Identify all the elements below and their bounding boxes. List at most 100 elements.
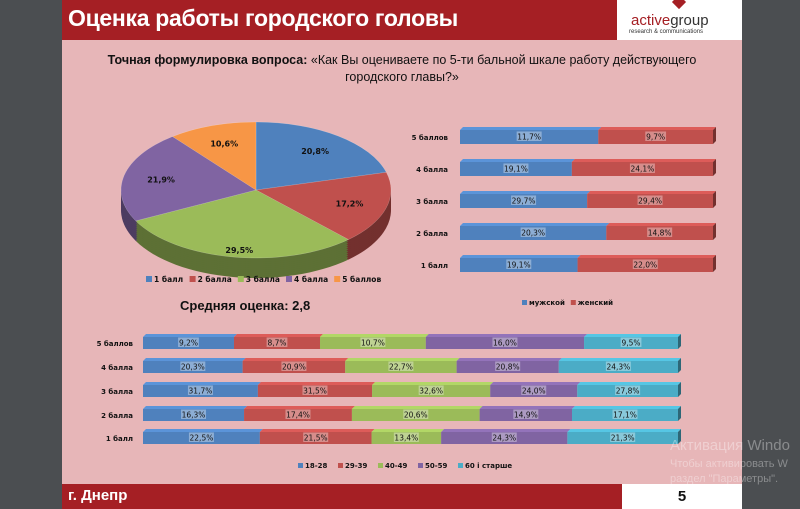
bar-top [372,382,494,385]
bar-top [425,334,588,337]
windows-watermark-title: Активация Windo [670,437,790,454]
data-label: 14,9% [514,411,538,420]
category-label: 2 балла [101,412,133,420]
legend-swatch [418,463,423,468]
category-label: 4 балла [416,166,448,174]
bar-side [678,429,681,444]
data-label-bg [491,432,517,442]
data-label: 9,7% [646,133,665,142]
data-label: 29,4% [638,197,662,206]
pie-slice-2 [255,171,392,240]
data-label: 22,0% [633,261,657,270]
data-label-bg [520,227,546,237]
question-body: «Как Вы оцениваете по 5-ти бальной шкале… [310,53,697,84]
bar-top [345,358,460,361]
bar-top [143,429,263,432]
bar-top [577,382,681,385]
bar-side [713,223,716,240]
data-label-bg [647,227,673,237]
legend-label: 40-49 [385,462,408,470]
bar-segment-18-28 [143,385,258,397]
data-label-bg [637,195,663,205]
data-label-bg [511,195,537,205]
data-label-bg [360,337,386,347]
logo: activegroup research & communications [617,0,742,40]
data-label: 20,9% [282,363,306,372]
data-label: 11,7% [517,133,541,142]
bar-segment-60 і старше [577,385,678,397]
legend-swatch [237,276,244,282]
bar-top [587,191,716,194]
footer-bar: г. Днепр 5 [62,484,742,509]
data-label: 22,7% [389,363,413,372]
bar-segment-40-49 [320,337,426,349]
data-label: 16,3% [182,411,206,420]
pie-data-label: 20,8% [301,147,329,156]
bar-top [259,429,375,432]
legend-label: 5 баллов [342,275,381,284]
data-label-bg [645,131,667,141]
bar-segment-18-28 [143,361,243,373]
data-label: 17,1% [613,411,637,420]
bar-segment-50-59 [425,337,585,349]
legend-label: 2 балла [198,275,232,284]
data-label-bg [503,163,529,173]
legend-swatch [378,463,383,468]
bar-top [460,255,581,258]
data-label-bg [403,409,429,419]
legend-label: 4 балла [294,275,328,284]
bar-segment-40-49 [371,432,442,444]
bar-segment-29-39 [244,409,352,421]
bar-top [242,358,349,361]
data-label-bg [620,337,642,347]
data-label-bg [303,432,329,442]
bar-segment-29-39 [242,361,346,373]
data-label-bg [388,361,414,371]
bar-top [233,334,324,337]
data-label-bg [302,385,328,395]
data-label: 21,3% [611,434,635,443]
bar-top [244,406,355,409]
bar-side [713,191,716,208]
data-label-bg [266,337,288,347]
legend-swatch [146,276,152,282]
bar-top [320,334,429,337]
data-label: 24,3% [606,363,630,372]
bar-top [606,223,716,226]
bar-top [479,406,575,409]
bar-top [441,429,571,432]
average-score: Средняя оценка: 2,8 [180,298,311,313]
bar-top [460,127,602,130]
bar-segment-60 і старше [571,409,678,421]
legend-swatch [334,276,341,282]
bar-side [678,406,681,421]
legend-label: мужской [529,299,565,307]
bar-segment-29-39 [259,432,372,444]
data-label: 17,4% [286,411,310,420]
bar-top [143,406,248,409]
bar-segment-60 і старше [558,361,678,373]
bar-segment-29-39 [233,337,321,349]
data-label: 10,7% [361,339,385,348]
data-label-bg [180,361,206,371]
bar-side [678,382,681,397]
bar-segment-40-49 [372,385,491,397]
pie-slice-3 [135,189,349,259]
data-label: 31,5% [303,387,327,396]
data-label: 24,3% [492,434,516,443]
data-label: 22,5% [190,434,214,443]
data-label-bg [285,409,311,419]
bar-segment-60 і старше [567,432,678,444]
pie-slice-5 [172,121,257,191]
bar-segment-50-59 [479,409,572,421]
data-label: 16,0% [493,339,517,348]
data-label: 8,7% [267,339,286,348]
bar-top [460,223,610,226]
category-label: 1 балл [106,435,133,443]
category-label: 2 балла [416,230,448,238]
category-label: 5 баллов [97,340,134,348]
legend-swatch [570,300,576,305]
pie-data-label: 21,9% [147,175,175,184]
page-number: 5 [622,484,742,509]
